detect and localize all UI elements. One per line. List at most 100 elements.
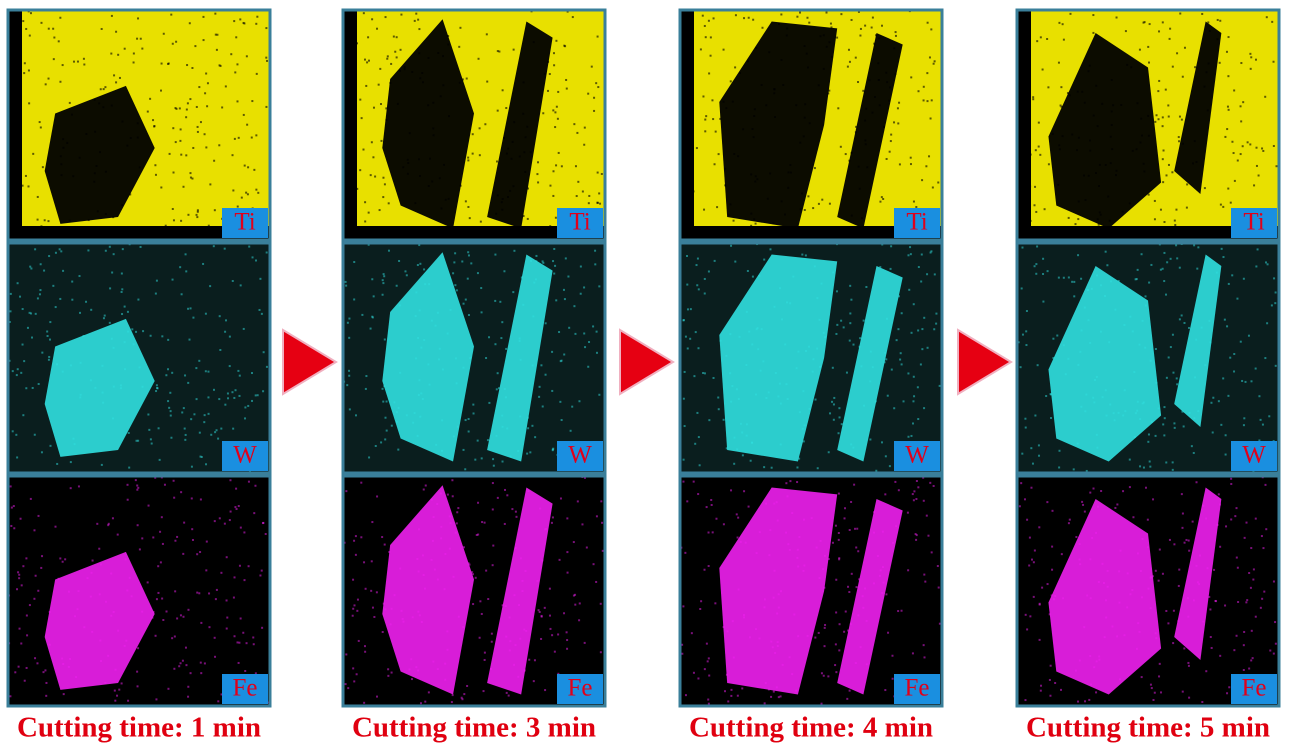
speckle — [601, 173, 603, 175]
speckle — [1162, 125, 1164, 127]
speckle — [696, 147, 698, 149]
speckle — [151, 617, 153, 619]
speckle — [588, 202, 590, 204]
speckle — [407, 159, 409, 161]
speckle — [533, 41, 535, 43]
speckle — [849, 285, 851, 287]
speckle — [248, 481, 250, 483]
speckle — [887, 395, 889, 397]
speckle — [119, 77, 121, 79]
speckle — [91, 572, 93, 574]
speckle — [1098, 659, 1100, 661]
speckle — [938, 587, 940, 589]
speckle — [930, 250, 932, 252]
speckle — [1179, 318, 1181, 320]
speckle — [457, 507, 459, 509]
speckle — [139, 548, 141, 550]
speckle — [723, 626, 725, 628]
speckle — [513, 664, 515, 666]
speckle — [870, 351, 872, 353]
speckle — [384, 544, 386, 546]
speckle — [1067, 92, 1069, 94]
speckle — [205, 73, 207, 75]
speckle — [435, 444, 437, 446]
speckle — [219, 349, 221, 351]
speckle — [251, 100, 253, 102]
speckle — [238, 137, 240, 139]
speckle — [765, 682, 767, 684]
speckle — [266, 251, 268, 253]
speckle — [192, 147, 194, 149]
speckle — [1230, 478, 1232, 480]
speckle — [218, 144, 220, 146]
speckle — [253, 643, 255, 645]
speckle — [468, 418, 470, 420]
speckle — [135, 479, 137, 481]
speckle — [229, 336, 231, 338]
speckle — [540, 638, 542, 640]
speckle — [73, 438, 75, 440]
speckle — [447, 494, 449, 496]
speckle — [1038, 146, 1040, 148]
speckle — [477, 440, 479, 442]
speckle — [224, 404, 226, 406]
speckle — [713, 17, 715, 19]
speckle — [196, 216, 198, 218]
speckle — [1083, 626, 1085, 628]
speckle — [34, 657, 36, 659]
speckle — [778, 607, 780, 609]
speckle — [817, 467, 819, 469]
speckle — [1168, 164, 1170, 166]
speckle — [787, 398, 789, 400]
speckle — [101, 464, 103, 466]
speckle — [205, 463, 207, 465]
speckle — [1020, 132, 1022, 134]
speckle — [595, 82, 597, 84]
speckle — [48, 28, 50, 30]
speckle — [85, 133, 87, 135]
speckle — [1256, 165, 1258, 167]
speckle — [25, 175, 27, 177]
speckle — [918, 266, 920, 268]
speckle — [552, 109, 554, 111]
speckle — [224, 248, 226, 250]
speckle — [1143, 163, 1145, 165]
speckle — [835, 611, 837, 613]
speckle — [798, 458, 800, 460]
speckle — [27, 327, 29, 329]
speckle — [551, 390, 553, 392]
speckle — [773, 691, 775, 693]
speckle — [697, 677, 699, 679]
speckle — [777, 396, 779, 398]
speckle — [415, 357, 417, 359]
speckle — [939, 385, 941, 387]
speckle — [1258, 395, 1260, 397]
speckle — [345, 211, 347, 213]
speckle — [531, 425, 533, 427]
speckle — [207, 371, 209, 373]
speckle — [1130, 66, 1132, 68]
speckle — [894, 481, 896, 483]
speckle — [850, 443, 852, 445]
speckle — [866, 620, 868, 622]
speckle — [230, 53, 232, 55]
speckle — [389, 82, 391, 84]
speckle — [422, 554, 424, 556]
speckle — [467, 251, 469, 253]
speckle — [878, 37, 880, 39]
speckle — [433, 516, 435, 518]
speckle — [755, 394, 757, 396]
speckle — [715, 518, 717, 520]
speckle — [1226, 325, 1228, 327]
speckle — [1092, 14, 1094, 16]
speckle — [1226, 128, 1228, 130]
speckle — [1173, 543, 1175, 545]
speckle — [47, 335, 49, 337]
speckle — [432, 540, 434, 542]
speckle — [1079, 559, 1081, 561]
speckle — [382, 401, 384, 403]
speckle — [866, 663, 868, 665]
speckle — [1141, 596, 1143, 598]
speckle — [363, 561, 365, 563]
speckle — [838, 432, 840, 434]
